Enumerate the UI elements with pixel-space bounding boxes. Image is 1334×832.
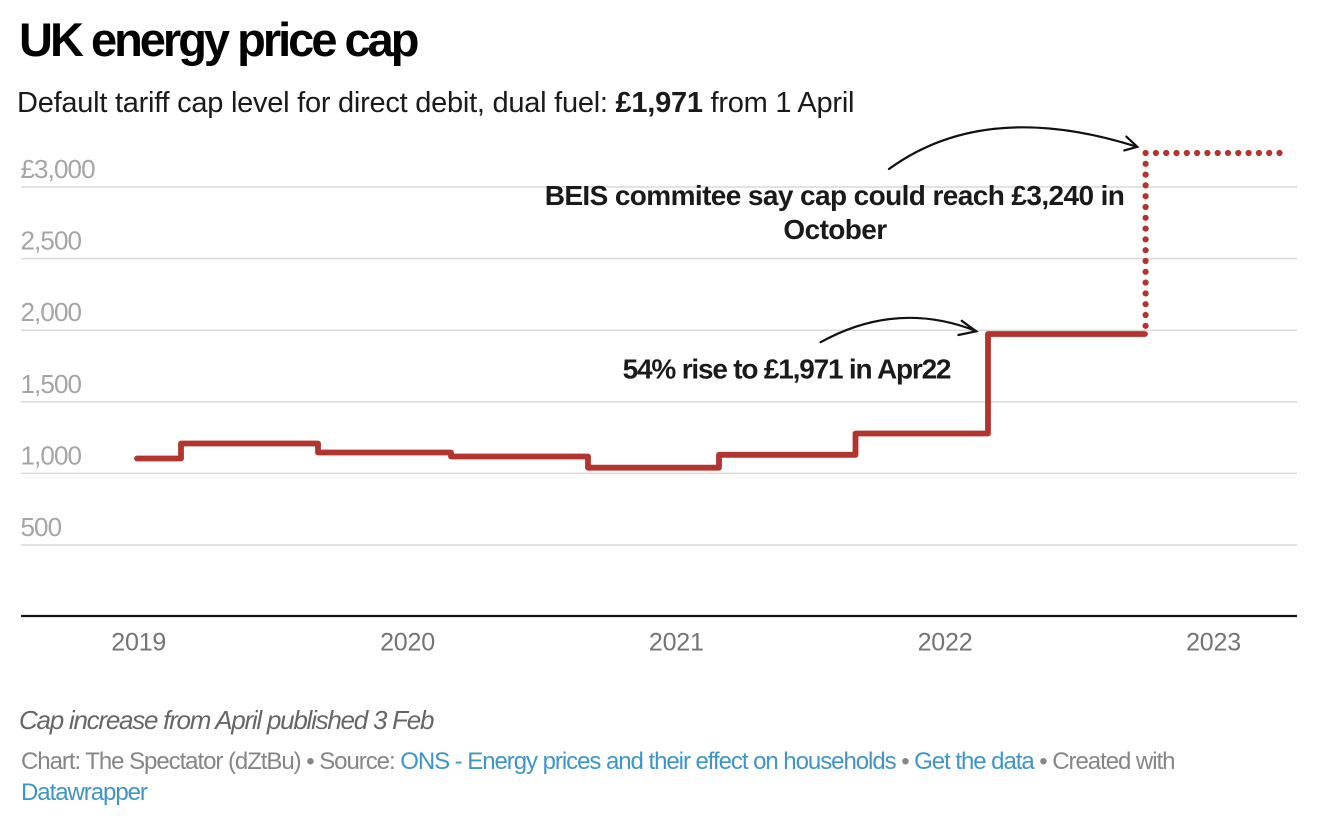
svg-text:1,000: 1,000 <box>21 440 82 470</box>
svg-text:54% rise to £1,971 in Apr22: 54% rise to £1,971 in Apr22 <box>623 354 951 385</box>
svg-text:1,500: 1,500 <box>21 369 82 399</box>
svg-text:2019: 2019 <box>111 629 166 657</box>
svg-text:October: October <box>783 214 887 245</box>
svg-text:£3,000: £3,000 <box>21 154 96 184</box>
svg-text:2020: 2020 <box>380 629 435 657</box>
svg-text:BEIS commitee say cap could re: BEIS commitee say cap could reach £3,240… <box>545 180 1125 211</box>
svg-text:500: 500 <box>21 512 62 542</box>
svg-text:2,000: 2,000 <box>21 297 82 327</box>
svg-text:2,500: 2,500 <box>21 226 82 256</box>
svg-text:2022: 2022 <box>918 629 973 657</box>
svg-text:2021: 2021 <box>649 629 704 657</box>
svg-text:2023: 2023 <box>1186 629 1241 657</box>
